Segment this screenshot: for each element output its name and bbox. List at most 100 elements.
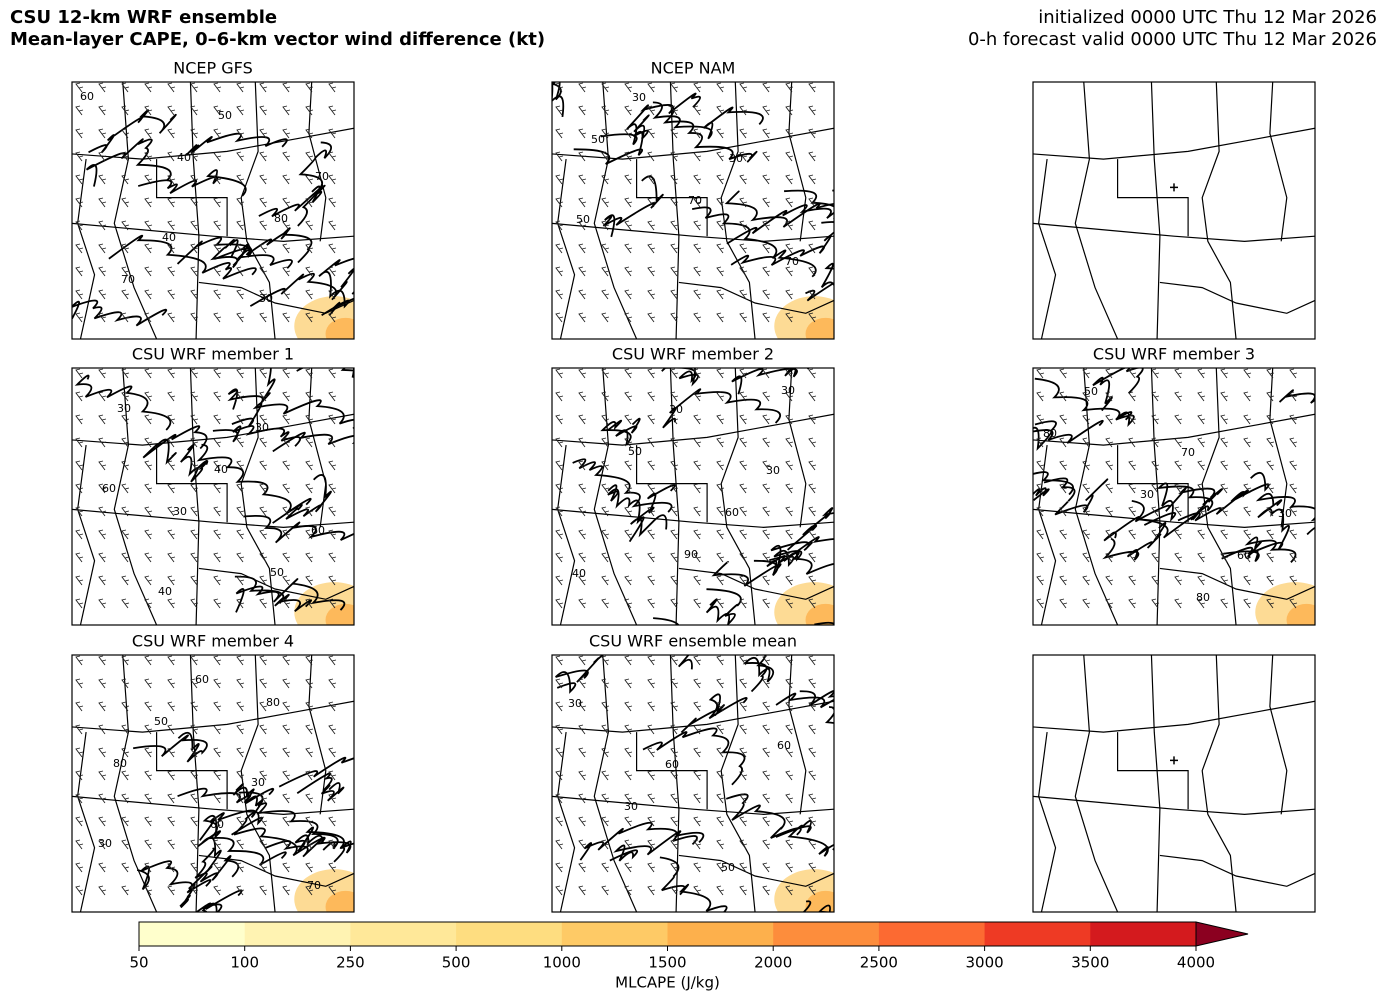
panel-frame [71, 367, 355, 626]
wind-barb [785, 368, 794, 379]
wind-barb [190, 816, 199, 827]
wind-barb [670, 289, 679, 300]
wind-barb [693, 747, 702, 758]
wind-barb [578, 655, 587, 666]
wind-barb [190, 82, 199, 93]
wind-barb [1151, 460, 1160, 471]
wind-barb [785, 816, 794, 827]
wind-barb [1243, 506, 1252, 517]
wind-barb [1082, 460, 1091, 471]
wind-barb [167, 552, 176, 563]
wind-barb [328, 460, 337, 471]
wind-barb [1266, 552, 1275, 563]
wind-barb [121, 839, 130, 850]
wind-barb [808, 724, 817, 735]
wind-barb [578, 885, 587, 896]
wind-barb [670, 414, 679, 425]
wind-barb [785, 82, 794, 93]
wind-barb [167, 483, 176, 494]
state-border [77, 445, 96, 625]
wind-barb [1105, 529, 1114, 540]
wind-barb [1128, 529, 1137, 540]
wind-barb [762, 151, 771, 162]
wind-barb [555, 598, 564, 609]
wind-barb [98, 220, 107, 231]
wind-barb [121, 506, 130, 517]
contour-label: 60 [725, 506, 739, 519]
wind-barb [190, 862, 199, 873]
wind-barb [555, 243, 564, 254]
wind-barb [259, 266, 268, 277]
wind-barb [647, 460, 656, 471]
wind-barb [739, 655, 748, 666]
wind-barb [98, 529, 107, 540]
wind-barb [1220, 483, 1229, 494]
contour [195, 889, 243, 912]
wind-barb [144, 197, 153, 208]
colorbar-tick-label: 3500 [1071, 954, 1109, 972]
wind-barb [213, 506, 222, 517]
contour [775, 692, 834, 709]
wind-barb [762, 770, 771, 781]
contour [742, 655, 775, 693]
wind-barb [144, 598, 153, 609]
contour-label: 60 [210, 818, 224, 831]
wind-barb [808, 793, 817, 804]
wind-barb [190, 174, 199, 185]
map-panel: 50 70 70 30 30 50 NCEP NAM [551, 59, 835, 340]
wind-barb [236, 128, 245, 139]
wind-barb [305, 678, 314, 689]
wind-barb [1174, 598, 1183, 609]
wind-barb [555, 414, 564, 425]
wind-barb [1059, 598, 1068, 609]
wind-barb [75, 266, 84, 277]
wind-barb [762, 793, 771, 804]
wind-barb [647, 506, 656, 517]
wind-barb [555, 575, 564, 586]
state-border [189, 82, 200, 339]
state-border [1033, 127, 1315, 160]
wind-barb [259, 483, 268, 494]
panel-title: CSU WRF member 2 [612, 345, 774, 364]
wind-barb [624, 839, 633, 850]
wind-barb [808, 197, 817, 208]
wind-barb [555, 174, 564, 185]
init-time: initialized 0000 UTC Thu 12 Mar 2026 [1038, 7, 1377, 28]
state-border [788, 655, 807, 815]
wind-barb [762, 724, 771, 735]
wind-barb [555, 862, 564, 873]
wind-barb [670, 575, 679, 586]
contour-label: 50 [1084, 385, 1098, 398]
wind-barb [259, 368, 268, 379]
contour [630, 484, 676, 538]
wind-barb [647, 368, 656, 379]
wind-barb [121, 243, 130, 254]
wind-barb [190, 747, 199, 758]
contour [552, 82, 565, 118]
wind-barb [739, 460, 748, 471]
wind-barb [624, 598, 633, 609]
wind-barb [259, 197, 268, 208]
wind-barb [282, 885, 291, 896]
wind-barb [647, 862, 656, 873]
wind-barb [693, 151, 702, 162]
wind-barb [693, 220, 702, 231]
wind-barb [1059, 368, 1068, 379]
wind-barb [785, 483, 794, 494]
wind-barb [167, 312, 176, 323]
cape-shading [325, 890, 354, 912]
map-panel: 60 30 50 30 60 CSU WRF ensemble mean [551, 632, 835, 913]
wind-barb [167, 243, 176, 254]
wind-barb [167, 197, 176, 208]
wind-barb [236, 460, 245, 471]
wind-barb [624, 575, 633, 586]
wind-barb [98, 816, 107, 827]
wind-barb [1059, 414, 1068, 425]
contour [691, 206, 817, 278]
contour-label: 50 [628, 445, 642, 458]
wind-barb [624, 529, 633, 540]
wind-barb [601, 506, 610, 517]
wind-barb [190, 598, 199, 609]
contour [88, 109, 177, 154]
state-border [189, 368, 200, 625]
